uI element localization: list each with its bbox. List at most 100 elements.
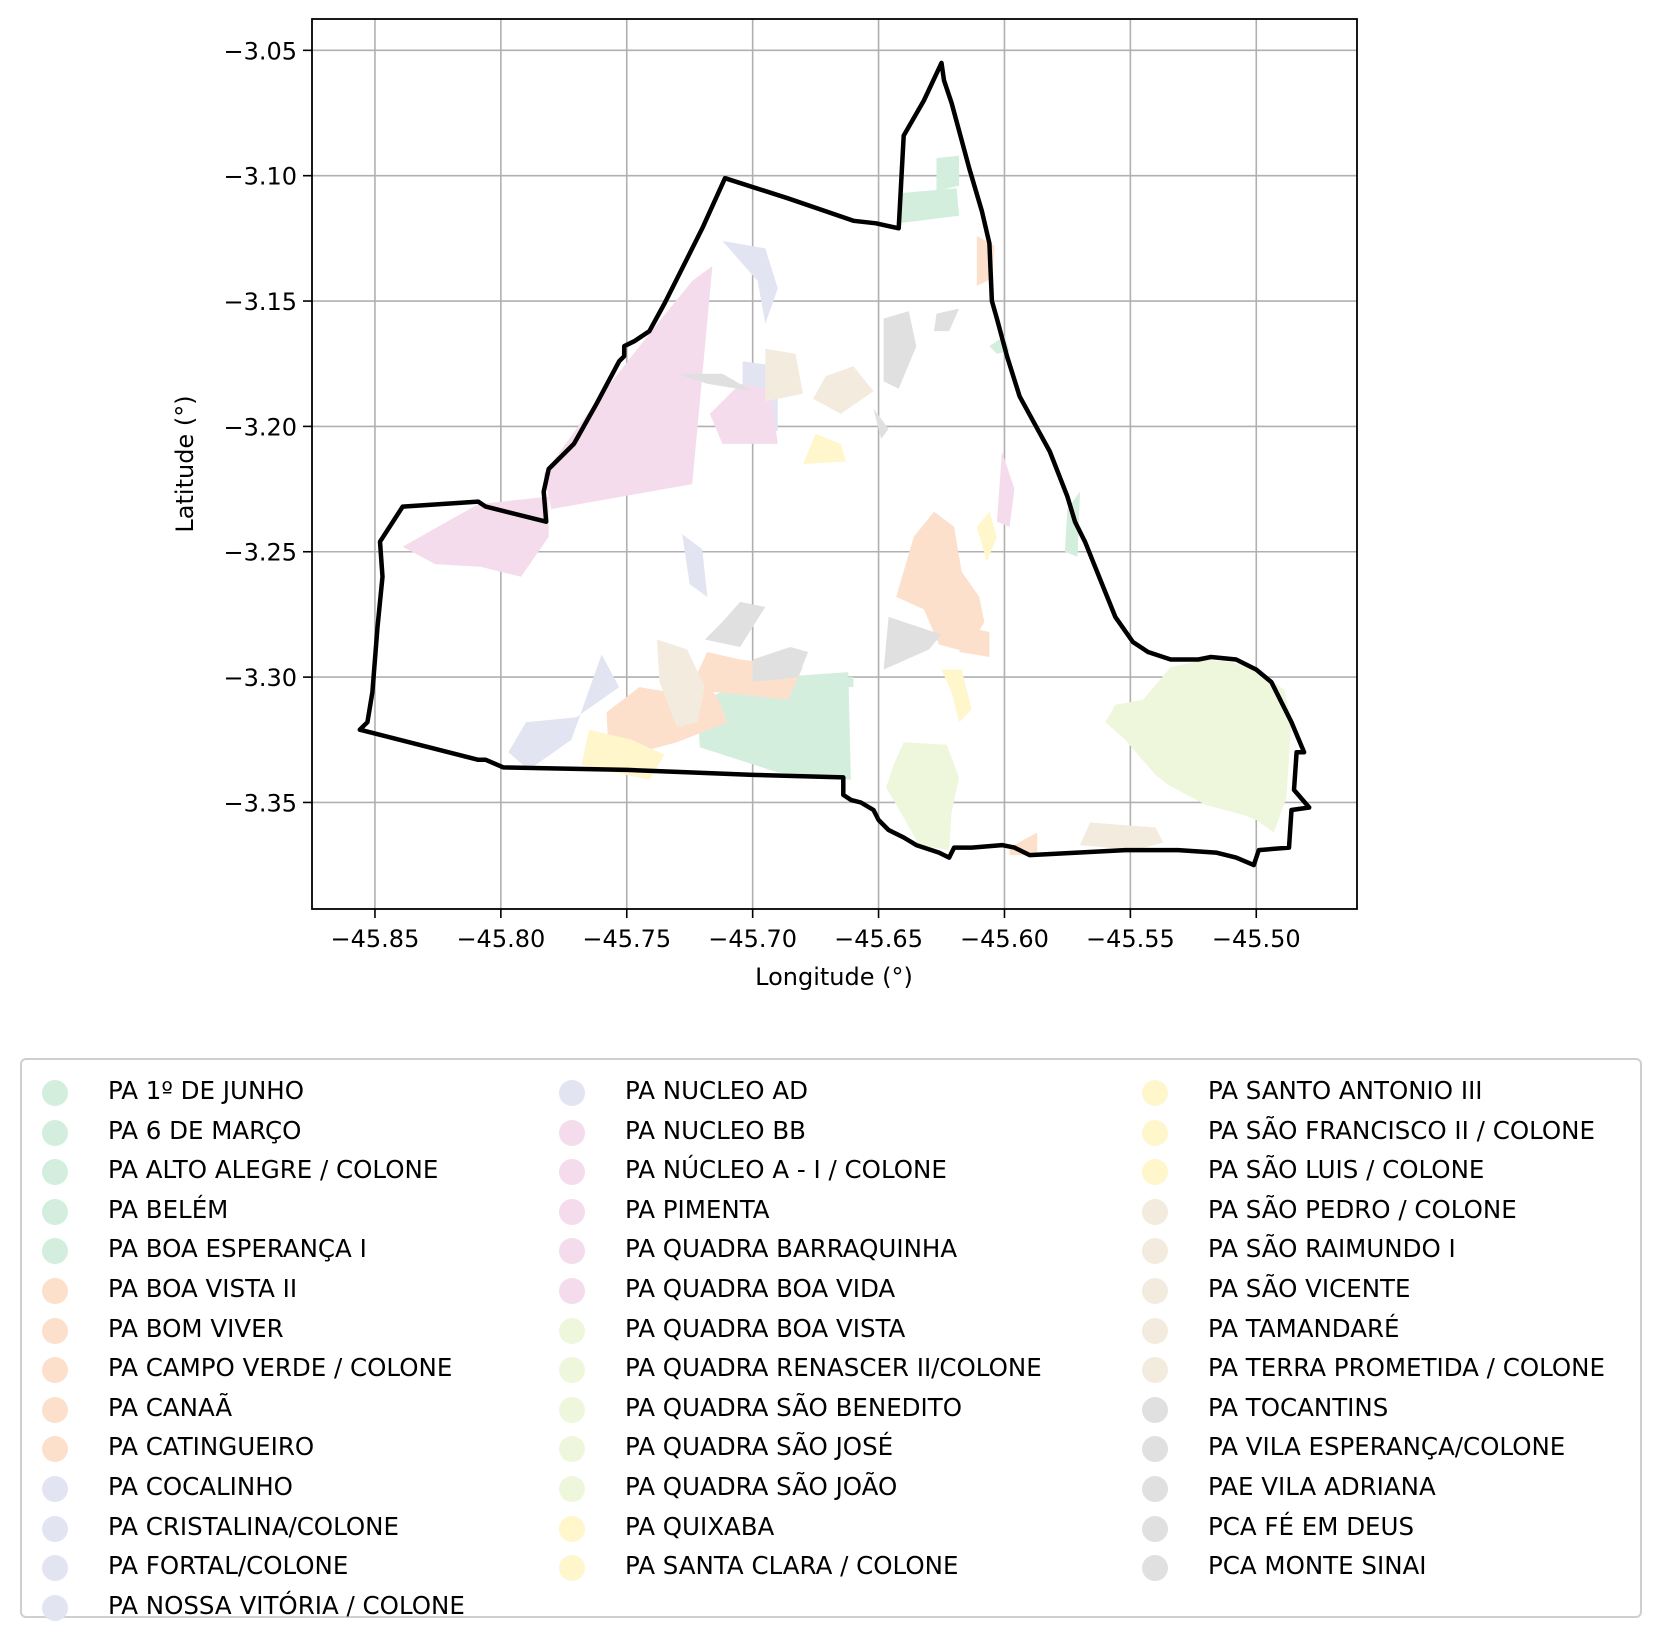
settlement-area — [936, 155, 960, 191]
legend-marker — [559, 1357, 585, 1384]
legend-marker — [1142, 1278, 1168, 1304]
settlement-area — [959, 627, 990, 657]
legend-marker — [559, 1159, 585, 1186]
legend-label: PA QUIXABA — [625, 1511, 775, 1541]
legend-marker — [1142, 1159, 1168, 1186]
legend-marker — [559, 1555, 585, 1582]
legend-label: PA SÃO PEDRO / COLONE — [1208, 1194, 1517, 1224]
legend-marker — [42, 1238, 68, 1265]
y-tick-label: −3.20 — [223, 413, 297, 441]
settlement-area — [883, 616, 942, 670]
legend-label: PA NÚCLEO A - I / COLONE — [625, 1155, 947, 1185]
legend-label: PA VILA ESPERANÇA/COLONE — [1208, 1432, 1566, 1462]
settlement-area — [722, 240, 778, 324]
settlement-area — [704, 601, 766, 647]
legend-marker — [42, 1119, 68, 1146]
settlement-area — [976, 511, 997, 562]
settlement-areas — [402, 155, 1292, 856]
x-tick-label: −45.65 — [834, 925, 923, 953]
legend-marker — [1142, 1396, 1168, 1423]
settlement-area — [543, 265, 713, 510]
legend-label: PA CAMPO VERDE / COLONE — [108, 1353, 453, 1383]
map-chart: −45.85 −45.80 −45.75 −45.70 −45.65 −45.60 −45.… — [171, 18, 1358, 991]
settlement-area — [803, 433, 846, 464]
settlement-area — [896, 511, 985, 652]
legend-label: PA NUCLEO BB — [625, 1115, 806, 1145]
y-tick-label: −3.15 — [223, 288, 297, 316]
legend-label: PA SÃO FRANCISCO II / COLONE — [1208, 1115, 1595, 1145]
settlement-area — [898, 188, 960, 224]
settlement-area — [508, 654, 620, 770]
legend-label: PA SÃO LUIS / COLONE — [1208, 1155, 1485, 1185]
y-axis-ticks: −3.05 −3.10 −3.15 −3.20 −3.25 −3.30 −3.35 — [223, 37, 312, 817]
legend-label: PA 6 DE MARÇO — [108, 1115, 302, 1145]
legend-marker — [42, 1080, 68, 1106]
settlement-area — [873, 408, 889, 439]
legend-label: PA NOSSA VITÓRIA / COLONE — [108, 1590, 465, 1620]
legend-label: PA TERRA PROMETIDA / COLONE — [1208, 1353, 1605, 1383]
legend-label: PA SANTA CLARA / COLONE — [625, 1551, 959, 1581]
legend-label: PA QUADRA RENASCER II/COLONE — [625, 1353, 1042, 1383]
settlement-area — [934, 308, 960, 332]
legend-marker — [1142, 1198, 1168, 1225]
settlement-area — [996, 451, 1015, 527]
legend-label: PA NUCLEO AD — [625, 1076, 808, 1105]
legend-label: PA QUADRA SÃO BENEDITO — [625, 1392, 963, 1422]
settlement-area — [1080, 822, 1164, 851]
legend-marker — [559, 1396, 585, 1423]
y-tick-label: −3.25 — [223, 539, 297, 567]
legend-label: PA TOCANTINS — [1208, 1392, 1389, 1422]
settlement-area — [677, 373, 753, 392]
legend-label: PA CANAÃ — [108, 1392, 233, 1422]
legend-label: PA CRISTALINA/COLONE — [108, 1511, 399, 1541]
legend-marker — [559, 1476, 585, 1502]
legend-marker — [42, 1159, 68, 1186]
legend-marker — [42, 1515, 68, 1542]
y-tick-label: −3.05 — [223, 37, 297, 65]
settlement-area — [765, 348, 803, 402]
settlement-area — [883, 311, 917, 389]
legend-marker — [42, 1278, 68, 1304]
legend-label: PA 1º DE JUNHO — [108, 1076, 304, 1105]
y-tick-label: −3.35 — [223, 789, 297, 817]
legend-marker — [1142, 1476, 1168, 1502]
x-tick-label: −45.70 — [708, 925, 797, 953]
x-tick-label: −45.60 — [960, 925, 1049, 953]
legend-label: PA BOA VISTA II — [108, 1274, 298, 1303]
x-tick-label: −45.80 — [456, 925, 545, 953]
x-tick-label: −45.75 — [582, 925, 671, 953]
legend-marker — [42, 1555, 68, 1582]
legend-label: PA ALTO ALEGRE / COLONE — [108, 1155, 439, 1185]
legend-marker — [559, 1317, 585, 1344]
legend-label: PAE VILA ADRIANA — [1208, 1472, 1436, 1501]
legend-marker — [42, 1396, 68, 1423]
legend-label: PA PIMENTA — [625, 1194, 770, 1224]
legend-label: PA FORTAL/COLONE — [108, 1551, 349, 1581]
settlement-area — [682, 534, 708, 597]
legend-marker — [559, 1515, 585, 1542]
legend-marker — [559, 1119, 585, 1146]
legend-label: PA QUADRA BOA VISTA — [625, 1313, 906, 1343]
legend-label: PA SÃO VICENTE — [1208, 1274, 1411, 1303]
legend-label: PA BOA ESPERANÇA I — [108, 1234, 367, 1264]
legend-label: PA QUADRA SÃO JOSÉ — [625, 1432, 894, 1462]
legend-label: PA QUADRA SÃO JOÃO — [625, 1472, 898, 1501]
legend: PA 1º DE JUNHO PA 6 DE MARÇO PA ALTO ALEGR… — [20, 1058, 1642, 1621]
settlement-area — [813, 366, 874, 414]
legend-label: PA QUADRA BOA VIDA — [625, 1274, 896, 1303]
y-axis-label: Latitude (°) — [171, 395, 199, 532]
x-tick-label: −45.85 — [331, 925, 420, 953]
legend-marker — [1142, 1238, 1168, 1265]
legend-label: PA CATINGUEIRO — [108, 1432, 315, 1462]
legend-marker — [42, 1357, 68, 1384]
legend-marker — [559, 1080, 585, 1106]
legend-label: PA SANTO ANTONIO III — [1208, 1076, 1483, 1105]
legend-label: PA QUADRA BARRAQUINHA — [625, 1234, 958, 1264]
legend-label: PA SÃO RAIMUNDO I — [1208, 1234, 1456, 1264]
settlement-area — [886, 742, 960, 851]
y-tick-label: −3.30 — [223, 664, 297, 692]
legend-marker — [1142, 1119, 1168, 1146]
legend-marker — [559, 1278, 585, 1304]
settlement-area — [709, 383, 778, 444]
legend-marker — [1142, 1357, 1168, 1384]
